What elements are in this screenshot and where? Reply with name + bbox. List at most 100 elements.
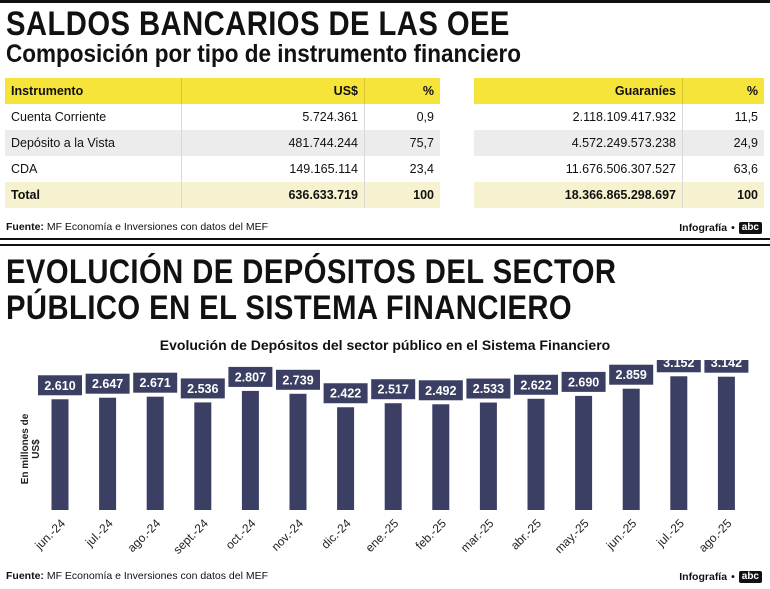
x-tick-label: oct.-24 [223,516,259,552]
bar-may.-25 [575,395,593,510]
x-tick-label: dic.-24 [318,516,354,552]
bullet-icon: • [731,571,735,583]
value-label: 3.152 [663,360,694,370]
section-divider [0,238,770,240]
cell-pct: 11,5 [682,104,764,130]
col-header-usd: US$ [181,78,365,104]
cell-total-usd: 636.633.719 [181,182,365,208]
bar-chart: 2.610 jun.-24 2.647 jul.-24 2.671 ago.-24 2.53… [32,360,749,557]
credit: Infografía • abc [679,222,762,234]
abc-logo: abc [738,571,762,583]
page-title: SALDOS BANCARIOS DE LAS OEE [6,5,510,43]
value-label-box [704,360,749,373]
value-label: 2.859 [616,368,647,382]
cell-pct: 24,9 [682,130,764,156]
table-header-row: Guaraníes % [474,78,764,104]
value-label-box [85,373,130,394]
source-label: Fuente: [6,221,44,233]
bar-jun.-25 [622,388,640,510]
x-tick-label: may.-25 [552,516,592,556]
value-label: 2.647 [92,377,123,391]
cell-instrument: Cuenta Corriente [5,104,182,130]
bar-jul.-24 [99,397,117,510]
value-label: 2.533 [473,382,504,396]
table-total-row: 18.366.865.298.697 100 [474,182,764,208]
value-label-box [180,378,225,399]
value-label-box [38,375,82,396]
cell-total-pct: 100 [364,182,440,208]
x-tick-label: feb.-25 [413,516,450,553]
col-header-pct: % [682,78,764,104]
cell-pct: 75,7 [364,130,440,156]
bar-nov.-24 [289,393,307,510]
bar-feb.-25 [432,404,450,510]
value-label: 2.807 [235,370,266,384]
x-tick-label: jun.-24 [32,516,69,553]
bar-jul.-25 [670,376,688,510]
value-label: 2.622 [520,378,551,392]
x-tick-label: mar.-25 [458,516,497,555]
table-row: 11.676.506.307.527 63,6 [474,156,764,182]
table-header-row: Instrumento US$ % [5,78,440,104]
x-tick-label: sept.-24 [170,516,211,557]
bullet-icon: • [731,222,735,234]
cell-gs: 11.676.506.307.527 [474,156,683,182]
col-header-instrumento: Instrumento [5,78,182,104]
value-label-box [371,379,416,400]
bar-ene.-25 [384,403,402,510]
x-tick-label: abr.-25 [508,516,545,553]
table-row: Cuenta Corriente 5.724.361 0,9 [5,104,440,130]
cell-usd: 5.724.361 [181,104,365,130]
value-label-box [514,374,558,395]
source-text: MF Economía e Inversiones con datos del … [46,570,269,582]
table-total-row: Total 636.633.719 100 [5,182,440,208]
section-title: EVOLUCIÓN DE DEPÓSITOS DEL SECTOR PÚBLIC… [6,254,616,326]
cell-usd: 149.165.114 [181,156,365,182]
x-tick-label: ene.-25 [363,516,402,555]
value-label-box [228,366,273,387]
x-tick-label: jul.-24 [82,516,116,550]
credit-label: Infografía [679,222,728,234]
section-divider [0,244,770,246]
value-label-box [609,364,654,385]
cell-total-gs: 18.366.865.298.697 [474,182,683,208]
source-label: Fuente: [6,570,44,582]
abc-logo: abc [738,222,762,234]
cell-pct: 63,6 [682,156,764,182]
table-row: Depósito a la Vista 481.744.244 75,7 [5,130,440,156]
value-label: 2.492 [425,384,456,398]
value-label-box [466,378,511,399]
value-label: 2.690 [568,375,599,389]
bar-sept.-24 [194,402,212,510]
cell-usd: 481.744.244 [181,130,365,156]
value-label: 2.517 [378,383,409,397]
table-row: 4.572.249.573.238 24,9 [474,130,764,156]
value-label: 2.739 [282,373,313,387]
bar-jun.-24 [51,399,69,510]
cell-total-label: Total [5,182,182,208]
col-header-guaranies: Guaraníes [474,78,683,104]
table-usd: Instrumento US$ % Cuenta Corriente 5.724… [5,78,440,208]
credit: Infografía • abc [679,571,762,583]
source-note: Fuente: MF Economía e Inversiones con da… [6,221,268,233]
x-tick-label: ago.-24 [125,516,164,555]
bar-oct.-24 [241,390,259,510]
cell-instrument: Depósito a la Vista [5,130,182,156]
cell-gs: 4.572.249.573.238 [474,130,683,156]
value-label-box [276,369,320,390]
bar-abr.-25 [527,398,545,510]
table-row: 2.118.109.417.932 11,5 [474,104,764,130]
value-label-box [133,372,178,393]
cell-pct: 23,4 [364,156,440,182]
value-label-box [323,383,368,404]
bar-mar.-25 [479,402,497,510]
section-title-line1: EVOLUCIÓN DE DEPÓSITOS DEL SECTOR [6,253,617,291]
value-label-box [561,371,606,392]
table-guaranies: Guaraníes % 2.118.109.417.932 11,5 4.572… [474,78,764,208]
cell-total-pct: 100 [682,182,764,208]
value-label-box [656,360,701,373]
page-subtitle: Composición por tipo de instrumento fina… [6,40,522,68]
bar-ago.-24 [146,396,164,510]
col-header-pct: % [364,78,440,104]
x-tick-label: jul.-25 [653,516,687,550]
